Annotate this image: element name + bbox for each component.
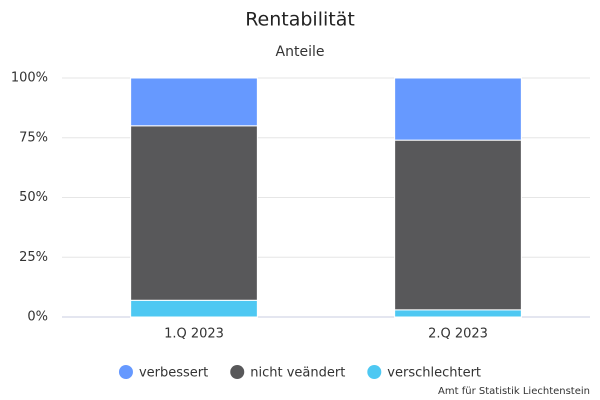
bar-segment <box>394 309 522 318</box>
bar-segment <box>130 125 258 301</box>
legend-label: verbessert <box>139 366 208 381</box>
legend-label: verschlechtert <box>387 366 481 381</box>
bar-segment <box>130 77 258 127</box>
chart-title: Rentabilität <box>245 9 355 31</box>
y-tick-label: 50% <box>19 190 48 205</box>
y-tick-label: 100% <box>11 71 48 86</box>
y-tick-label: 0% <box>27 310 48 325</box>
y-tick-label: 25% <box>19 250 48 265</box>
y-tick-label: 75% <box>19 130 48 145</box>
bar-segment <box>394 139 522 311</box>
credit: Amt für Statistik Liechtenstein <box>438 386 590 397</box>
chart-subtitle: Anteile <box>276 44 325 60</box>
bar-segment <box>394 77 522 141</box>
bar-segment <box>130 299 258 318</box>
x-tick-label: 1.Q 2023 <box>164 327 224 342</box>
legend-marker <box>118 365 133 379</box>
legend-marker <box>230 365 245 379</box>
legend-label: nicht veändert <box>250 366 345 381</box>
legend-marker <box>367 365 382 379</box>
x-tick-label: 2.Q 2023 <box>428 327 488 342</box>
